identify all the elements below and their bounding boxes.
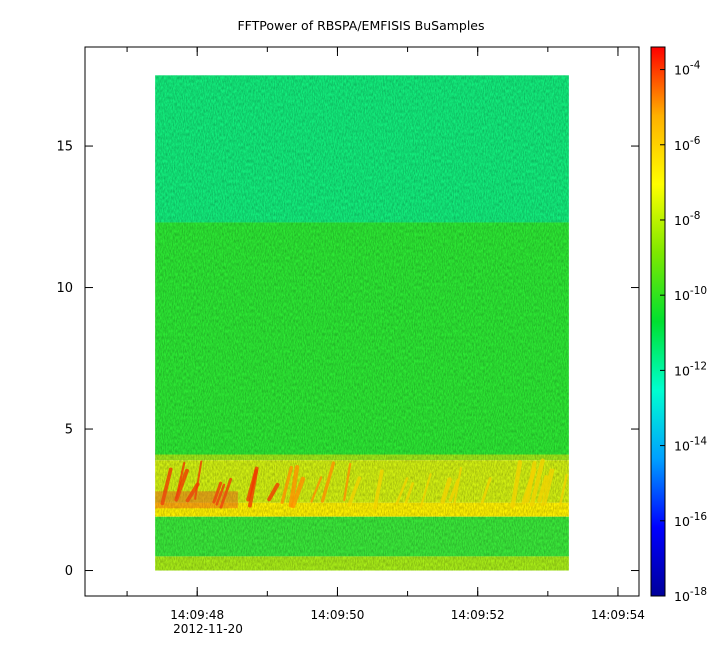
x-axis: 14:09:48 14:09:50 14:09:52 14:09:54 [126, 47, 645, 622]
burst-core [155, 491, 238, 509]
colorbar-ticks: 10-4 10-6 10-8 10-10 10-12 10-14 10-16 10-18 [660, 60, 707, 604]
burst-16 [320, 461, 336, 503]
colorbar-tick-label-4: 10-12 [674, 360, 707, 378]
burst-21 [185, 482, 200, 503]
x-tick-label-0: 14:09:48 [170, 608, 224, 622]
burst-9 [280, 465, 293, 504]
chart-title: FFTPower of RBSPA/EMFISIS BuSamples [237, 18, 484, 33]
colorbar-tick-label-6: 10-16 [674, 511, 707, 529]
burst-22 [537, 475, 549, 503]
burst-32 [404, 482, 415, 504]
colorbar-tick-label-2: 10-8 [674, 210, 700, 228]
burst-7 [175, 461, 186, 499]
y-tick-label-15: 15 [56, 140, 73, 155]
burst-29 [246, 466, 259, 502]
colorbar-tick-label-7: 10-18 [674, 586, 707, 604]
burst-28 [521, 467, 537, 505]
burst-5 [541, 468, 553, 507]
burst-10 [310, 476, 323, 503]
burst-19 [419, 473, 432, 508]
burst-8 [440, 477, 452, 504]
burst-33 [219, 477, 233, 509]
burst-2 [290, 476, 306, 509]
x-tick-label-1: 14:09:50 [311, 608, 365, 622]
burst-15 [395, 477, 409, 505]
burst-12 [543, 468, 555, 506]
burst-25 [453, 466, 463, 506]
burst-24 [267, 482, 280, 502]
burst-0 [194, 460, 203, 500]
burst-6 [529, 458, 545, 507]
burst-17 [448, 478, 460, 502]
colorbar-tick-label-1: 10-6 [674, 135, 701, 153]
colorbar-tick-label-5: 10-14 [674, 436, 707, 454]
colorbar-tick-label-0: 10-4 [674, 60, 701, 78]
y-tick-label-0: 0 [65, 564, 73, 579]
y-tick-label-5: 5 [65, 423, 73, 438]
colorbar-gradient [650, 46, 666, 597]
y-tick-label-10: 10 [56, 281, 73, 296]
colorbar-tick-label-3: 10-10 [674, 285, 707, 303]
burst-31 [288, 464, 300, 508]
x-date-label: 2012-11-20 [173, 622, 243, 636]
x-tick-label-2: 14:09:52 [451, 608, 505, 622]
burst-23 [559, 473, 568, 506]
burst-13 [212, 481, 223, 504]
burst-3 [215, 483, 226, 506]
burst-4 [510, 460, 523, 509]
burst-27 [347, 476, 362, 507]
burst-11 [373, 469, 384, 510]
burst-18 [480, 477, 492, 504]
x-tick-label-3: 14:09:54 [591, 608, 645, 622]
y-axis: 0 5 10 15 [56, 140, 639, 579]
chorus-bursts [155, 458, 568, 510]
colorbar: 10-4 10-6 10-8 10-10 10-12 10-14 10-16 10-18 [650, 46, 707, 604]
burst-30 [342, 462, 352, 502]
burst-20 [160, 467, 173, 506]
